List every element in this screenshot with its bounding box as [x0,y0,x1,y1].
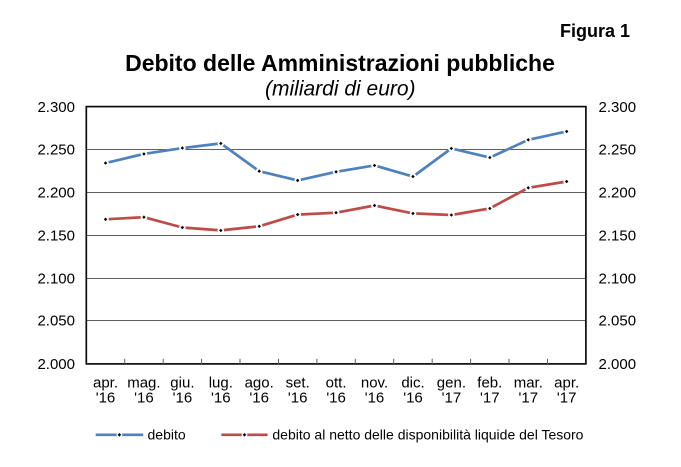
svg-text:debito al netto delle disponib: debito al netto delle disponibilità liqu… [272,426,583,442]
svg-text:2.200: 2.200 [37,185,75,202]
svg-text:gen.: gen. [437,374,466,391]
svg-text:mar.: mar. [514,374,543,391]
svg-text:2.250: 2.250 [599,142,637,159]
svg-text:ago.: ago. [245,374,274,391]
svg-text:apr.: apr. [93,374,118,391]
svg-text:2.200: 2.200 [599,185,637,202]
svg-text:2.000: 2.000 [37,356,75,373]
svg-text:(miliardi di euro): (miliardi di euro) [265,78,416,101]
svg-text:'17: '17 [519,390,539,407]
svg-text:2.150: 2.150 [599,228,637,245]
svg-text:feb.: feb. [477,374,502,391]
svg-text:2.300: 2.300 [37,99,75,116]
svg-text:set.: set. [286,374,310,391]
svg-text:'17: '17 [442,390,462,407]
svg-text:'16: '16 [96,390,116,407]
svg-text:Debito delle Amministrazioni p: Debito delle Amministrazioni pubbliche [125,50,555,76]
svg-text:2.250: 2.250 [37,142,75,159]
svg-text:apr.: apr. [554,374,579,391]
svg-text:'16: '16 [403,390,423,407]
svg-text:mag.: mag. [127,374,160,391]
svg-text:dic.: dic. [401,374,424,391]
svg-text:nov.: nov. [361,374,388,391]
svg-text:lug.: lug. [209,374,233,391]
svg-text:'16: '16 [134,390,154,407]
svg-text:debito: debito [148,426,186,442]
svg-text:'16: '16 [173,390,193,407]
svg-text:Figura 1: Figura 1 [560,21,630,41]
svg-text:2.050: 2.050 [599,313,637,330]
svg-text:ott.: ott. [326,374,347,391]
svg-text:'16: '16 [288,390,308,407]
svg-text:2.100: 2.100 [599,271,637,288]
svg-text:'17: '17 [557,390,577,407]
svg-text:'17: '17 [480,390,500,407]
svg-text:2.300: 2.300 [599,99,637,116]
svg-text:'16: '16 [249,390,269,407]
svg-text:2.050: 2.050 [37,313,75,330]
svg-text:2.150: 2.150 [37,228,75,245]
svg-text:2.000: 2.000 [599,356,637,373]
svg-text:'16: '16 [211,390,231,407]
svg-text:'16: '16 [365,390,385,407]
svg-text:giu.: giu. [170,374,194,391]
svg-text:2.100: 2.100 [37,271,75,288]
svg-text:'16: '16 [326,390,346,407]
